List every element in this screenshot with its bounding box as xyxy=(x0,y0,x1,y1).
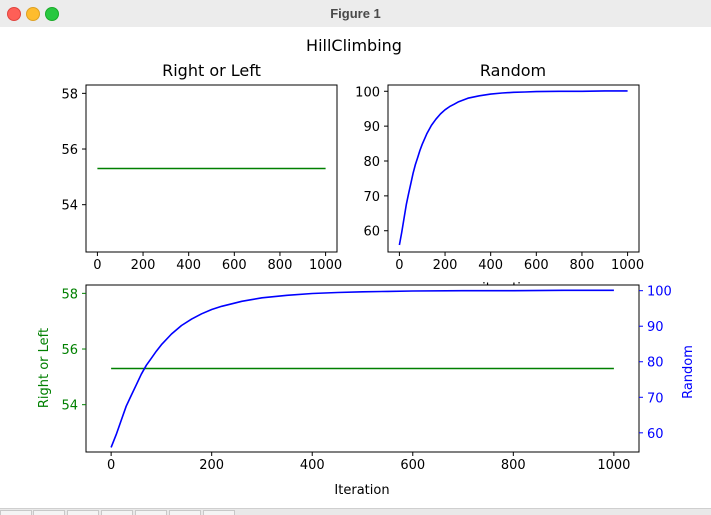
axis-ticks: 0 200 400 600 800 1000 54 56 58 60 70 80 90 100 xyxy=(61,285,671,473)
x-axis-label: Iteration xyxy=(334,483,389,498)
pan-button[interactable] xyxy=(101,510,133,515)
series-line xyxy=(398,90,628,246)
y-tick-label: 60 xyxy=(363,225,380,240)
window-title: Figure 1 xyxy=(330,6,381,21)
subplot-title: Right or Left xyxy=(162,61,261,80)
x-tick-label: 400 xyxy=(478,258,503,273)
forward-button[interactable] xyxy=(67,510,99,515)
y-tick-label: 56 xyxy=(61,343,78,358)
toolbar xyxy=(0,508,711,515)
x-tick-label: 400 xyxy=(300,458,325,473)
axis-ticks: 0 200 400 600 800 1000 54 56 58 xyxy=(61,87,342,273)
y-tick-label: 80 xyxy=(363,155,380,170)
y-axis-label-left: Right or Left xyxy=(37,328,52,408)
title-bar[interactable]: Figure 1 xyxy=(0,0,711,28)
x-tick-label: 200 xyxy=(199,458,224,473)
y-right-tick-label: 90 xyxy=(647,320,664,335)
subplot-title: Random xyxy=(480,61,546,80)
home-button[interactable] xyxy=(0,510,32,515)
series-lines xyxy=(398,90,628,246)
x-tick-label: 800 xyxy=(570,258,595,273)
configure-button[interactable] xyxy=(169,510,201,515)
plot-area xyxy=(387,84,640,253)
subplot-combined: 0 200 400 600 800 1000 54 56 58 60 70 80 90 100 Itera… xyxy=(37,284,696,498)
y-right-tick-label: 70 xyxy=(647,391,664,406)
x-tick-label: 200 xyxy=(131,258,156,273)
subplot-right-or-left: Right or Left 0 200 400 600 800 1000 54 56 58 xyxy=(61,61,342,273)
axis-ticks: 0 200 400 600 800 1000 60 70 80 90 100 xyxy=(355,85,644,273)
y-right-tick-label: 100 xyxy=(647,285,672,300)
maximize-window-button[interactable] xyxy=(45,7,59,21)
y-tick-label: 56 xyxy=(61,143,78,158)
y-tick-label: 58 xyxy=(61,87,78,102)
series-lines xyxy=(110,289,614,448)
x-tick-label: 800 xyxy=(268,258,293,273)
x-tick-label: 600 xyxy=(400,458,425,473)
x-tick-label: 600 xyxy=(222,258,247,273)
figure-suptitle: HillClimbing xyxy=(306,36,402,55)
close-window-button[interactable] xyxy=(7,7,21,21)
y-tick-label: 58 xyxy=(61,287,78,302)
back-button[interactable] xyxy=(33,510,65,515)
x-tick-label: 800 xyxy=(501,458,526,473)
y-tick-label: 70 xyxy=(363,190,380,205)
x-tick-label: 1000 xyxy=(309,258,342,273)
x-tick-label: 200 xyxy=(433,258,458,273)
zoom-button[interactable] xyxy=(135,510,167,515)
x-tick-label: 1000 xyxy=(597,458,630,473)
y-right-tick-label: 80 xyxy=(647,356,664,371)
x-tick-label: 0 xyxy=(395,258,403,273)
x-tick-label: 0 xyxy=(107,458,115,473)
x-tick-label: 400 xyxy=(176,258,201,273)
minimize-window-button[interactable] xyxy=(26,7,40,21)
save-button[interactable] xyxy=(203,510,235,515)
y-tick-label: 90 xyxy=(363,120,380,135)
figure-canvas: HillClimbing Right or Left 0 200 400 600 800… xyxy=(0,27,711,507)
y-right-tick-label: 60 xyxy=(647,427,664,442)
x-tick-label: 0 xyxy=(93,258,101,273)
y-tick-label: 100 xyxy=(355,85,380,100)
y-axis-label-right: Random xyxy=(681,345,696,399)
y-tick-label: 54 xyxy=(61,199,78,214)
x-tick-label: 600 xyxy=(524,258,549,273)
y-tick-label: 54 xyxy=(61,399,78,414)
series-line xyxy=(110,289,614,448)
x-tick-label: 1000 xyxy=(611,258,644,273)
